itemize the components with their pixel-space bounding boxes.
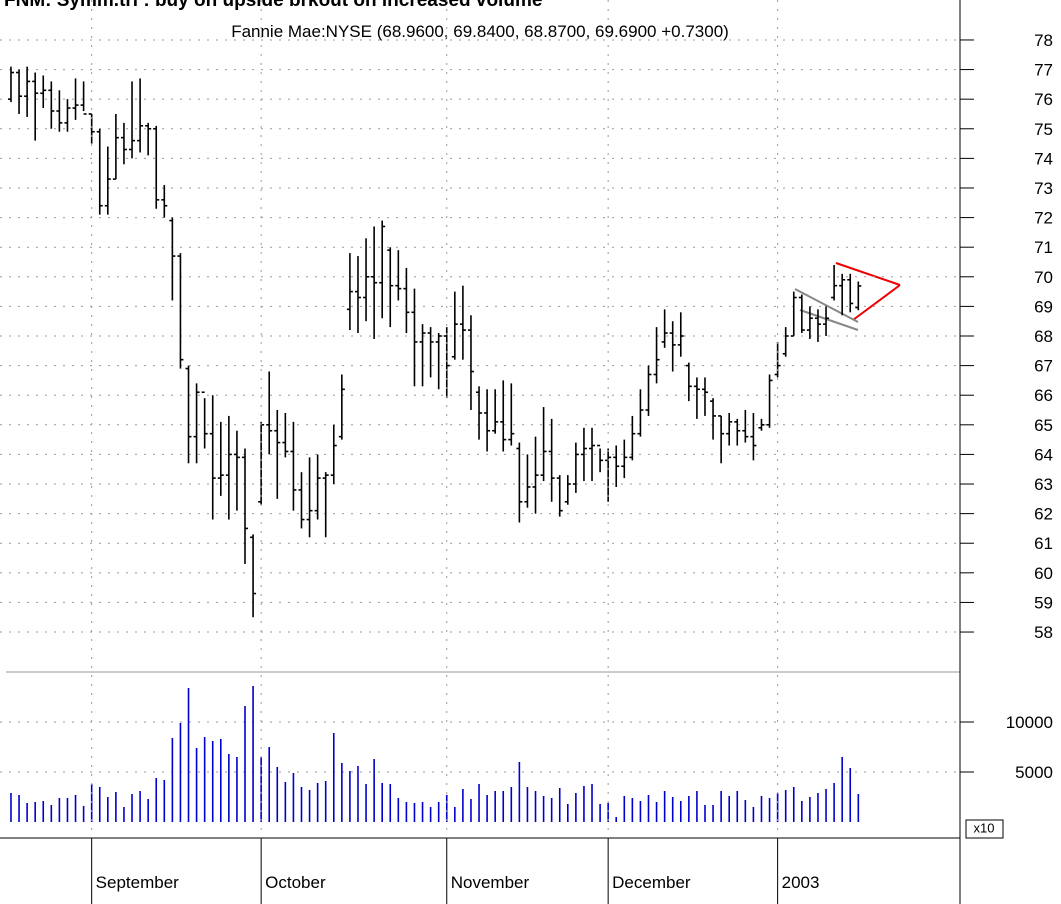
y-tick-label: 61 <box>1034 534 1053 553</box>
chart-title: FNM: Symm.tri : buy on upside brkout on … <box>4 0 542 11</box>
y-tick-label: 70 <box>1034 268 1053 287</box>
y-tick-label: 77 <box>1034 61 1053 80</box>
y-tick-label: 74 <box>1034 149 1053 168</box>
y-tick-label: 73 <box>1034 179 1053 198</box>
x-tick-label: 2003 <box>782 873 820 892</box>
y-tick-label: 65 <box>1034 416 1053 435</box>
y-tick-label: 63 <box>1034 475 1053 494</box>
y-tick-label: 68 <box>1034 327 1053 346</box>
y-tick-label: 64 <box>1034 445 1053 464</box>
y-tick-label: 67 <box>1034 357 1053 376</box>
x-tick-label: December <box>612 873 691 892</box>
x-tick-label: October <box>265 873 326 892</box>
y-tick-label: 76 <box>1034 90 1053 109</box>
unit-box <box>965 819 1004 839</box>
pattern-annotation <box>794 262 901 331</box>
y-tick-label: 69 <box>1034 297 1053 316</box>
y-tick-label: 5000 <box>1015 763 1053 782</box>
unit-note: x10 <box>974 820 995 835</box>
y-tick-label: 66 <box>1034 386 1053 405</box>
x-tick-label: September <box>96 873 179 892</box>
y-tick-label: 75 <box>1034 120 1053 139</box>
y-tick-label: 72 <box>1034 209 1053 228</box>
y-tick-label: 78 <box>1034 31 1053 50</box>
y-tick-label: 71 <box>1034 238 1053 257</box>
chart-subtitle: Fannie Mae:NYSE (68.9600, 69.8400, 68.87… <box>231 22 729 41</box>
y-tick-label: 62 <box>1034 505 1053 524</box>
y-tick-label: 10000 <box>1006 713 1053 732</box>
y-tick-label: 59 <box>1034 593 1053 612</box>
y-tick-label: 58 <box>1034 623 1053 642</box>
x-tick-label: November <box>451 873 530 892</box>
y-tick-label: 60 <box>1034 564 1053 583</box>
